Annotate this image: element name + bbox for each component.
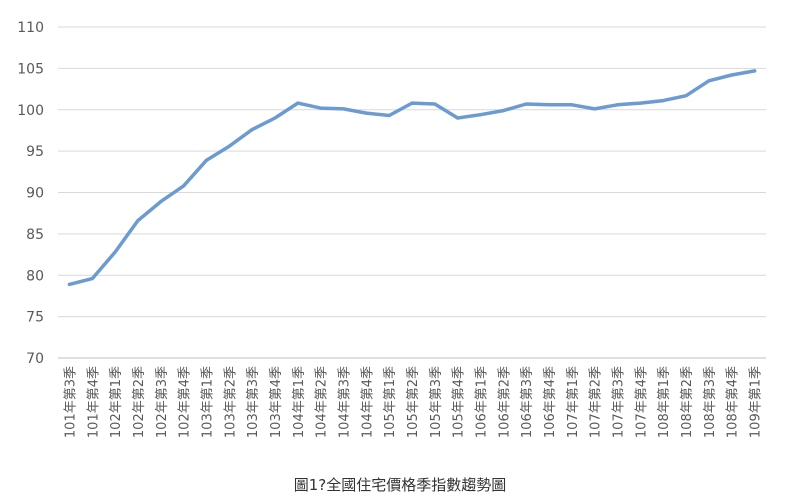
y-tick-label: 75 [26, 310, 44, 326]
data-point [388, 114, 391, 117]
data-point [479, 113, 482, 116]
y-tick-label: 105 [17, 61, 44, 77]
x-tick-label: 106年第1季 [475, 366, 490, 438]
x-tick-label: 102年第4季 [178, 366, 193, 438]
data-point [273, 116, 276, 119]
x-tick-label: 105年第3季 [429, 366, 444, 438]
data-point [136, 219, 139, 222]
x-tick-label: 107年第4季 [634, 366, 649, 438]
x-tick-label: 103年第3季 [246, 366, 261, 438]
data-point [502, 109, 505, 112]
data-point [639, 102, 642, 105]
x-tick-label: 102年第2季 [132, 366, 147, 438]
x-tick-label: 104年第2季 [315, 366, 330, 438]
data-point [662, 99, 665, 102]
data-point [228, 145, 231, 148]
data-point [91, 277, 94, 280]
x-tick-label: 102年第1季 [109, 366, 124, 438]
y-tick-label: 85 [26, 227, 44, 243]
x-tick-label: 109年第1季 [749, 366, 764, 438]
x-tick-label: 102年第3季 [155, 366, 170, 438]
data-point [547, 103, 550, 106]
y-axis-ticks: 70 75 80 85 90 95 100 105 110 [17, 20, 44, 367]
x-tick-label: 104年第1季 [292, 366, 307, 438]
y-tick-label: 110 [17, 20, 44, 36]
data-point [410, 102, 413, 105]
x-axis-ticks: 101年第3季 101年第4季 102年第1季 102年第2季 102年第3季 102年第… [63, 366, 763, 438]
data-point [730, 73, 733, 76]
data-point [525, 102, 528, 105]
y-tick-label: 90 [26, 186, 44, 202]
data-point [570, 103, 573, 106]
x-tick-label: 108年第4季 [726, 366, 741, 438]
y-tick-label: 95 [26, 144, 44, 160]
data-point [113, 250, 116, 253]
x-tick-label: 103年第1季 [200, 366, 215, 438]
y-tick-label: 70 [26, 351, 44, 367]
x-tick-label: 106年第2季 [497, 366, 512, 438]
data-point [296, 102, 299, 105]
data-point [707, 79, 710, 82]
data-point [433, 102, 436, 105]
data-point [159, 200, 162, 203]
line-chart: 70 75 80 85 90 95 100 105 110 101年第3季 101年第4季 102年… [0, 0, 800, 470]
x-tick-label: 101年第3季 [63, 366, 78, 438]
x-tick-label: 108年第2季 [680, 366, 695, 438]
x-tick-label: 104年第3季 [337, 366, 352, 438]
x-tick-label: 105年第2季 [406, 366, 421, 438]
x-tick-label: 101年第4季 [86, 366, 101, 438]
x-tick-label: 106年第3季 [520, 366, 535, 438]
x-tick-label: 105年第1季 [383, 366, 398, 438]
data-point [319, 106, 322, 109]
y-tick-label: 100 [17, 103, 44, 119]
data-point [365, 111, 368, 114]
x-tick-label: 103年第2季 [223, 366, 238, 438]
x-tick-label: 104年第4季 [360, 366, 375, 438]
x-tick-label: 108年第3季 [703, 366, 718, 438]
data-point [342, 107, 345, 110]
y-tick-label: 80 [26, 268, 44, 284]
x-tick-label: 107年第2季 [589, 366, 604, 438]
chart-caption: 圖1?全國住宅價格季指數趨勢圖 [0, 474, 800, 495]
data-point [684, 94, 687, 97]
data-point [205, 159, 208, 162]
gridlines [58, 27, 766, 358]
data-point [182, 184, 185, 187]
data-point [251, 128, 254, 131]
x-tick-label: 106年第4季 [543, 366, 558, 438]
data-point [68, 283, 71, 286]
data-point [456, 116, 459, 119]
x-tick-label: 105年第4季 [452, 366, 467, 438]
series-line [68, 69, 756, 286]
x-tick-label: 103年第4季 [269, 366, 284, 438]
data-point [616, 103, 619, 106]
data-point [753, 69, 756, 72]
x-tick-label: 107年第3季 [612, 366, 627, 438]
x-tick-label: 107年第1季 [566, 366, 581, 438]
data-point [593, 107, 596, 110]
x-tick-label: 108年第1季 [657, 366, 672, 438]
